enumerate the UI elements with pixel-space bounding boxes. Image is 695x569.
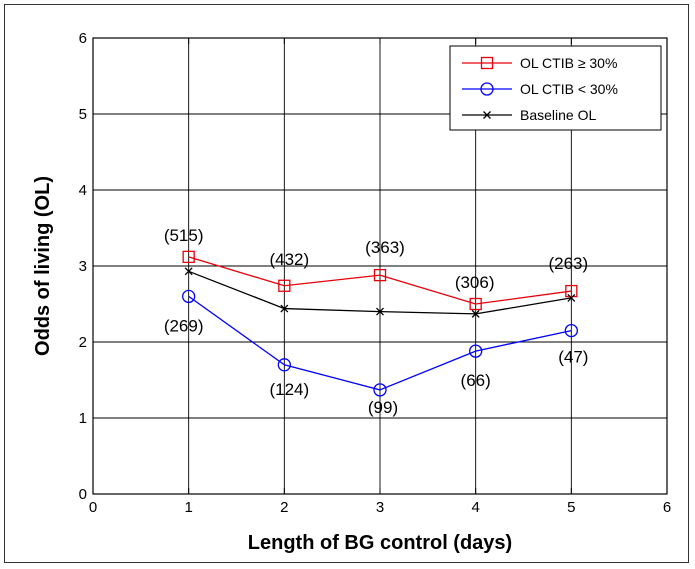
x-tick-label: 2	[280, 499, 288, 516]
data-point-marker	[376, 307, 384, 316]
axis-ticks: 0 1 2 3 4 5 6 0 1 2 3 4 5 6	[79, 30, 672, 516]
data-labels: (515) (269) (432) (124) (363) (99) (306) (66) (2…	[164, 226, 589, 417]
legend-label: Baseline OL	[520, 107, 596, 123]
data-point-marker	[469, 344, 483, 358]
x-tick-label: 1	[184, 499, 192, 516]
data-label: (263)	[548, 254, 588, 273]
data-point-marker	[182, 289, 196, 304]
data-point-marker	[564, 323, 578, 338]
data-label: (269)	[164, 316, 204, 335]
y-tick-label: 6	[79, 30, 87, 47]
data-label: (306)	[455, 273, 495, 292]
data-label: (47)	[558, 348, 588, 367]
data-point-marker	[184, 267, 193, 276]
legend-marker	[480, 56, 494, 70]
legend-item: OL CTIB < 30%	[462, 81, 618, 97]
data-label: (99)	[368, 398, 398, 417]
data-label: (363)	[365, 238, 405, 257]
legend-item: OL CTIB ≥ 30%	[462, 55, 617, 71]
x-tick-label: 6	[663, 499, 671, 516]
y-axis-title: Odds of living (OL)	[32, 176, 54, 356]
data-point-marker	[567, 293, 576, 302]
y-tick-label: 4	[79, 182, 87, 199]
data-point-marker	[278, 279, 291, 292]
data-point-marker	[565, 284, 578, 298]
legend-label: OL CTIB ≥ 30%	[520, 55, 617, 71]
grid-lines	[93, 38, 667, 494]
data-point-marker	[373, 268, 387, 282]
series-square	[182, 250, 578, 311]
data-point-marker	[182, 250, 195, 264]
x-axis-title: Length of BG control (days)	[248, 532, 512, 554]
data-label: (432)	[269, 250, 309, 269]
series-layer	[182, 250, 578, 397]
data-point-marker	[471, 309, 480, 318]
legend-label: OL CTIB < 30%	[520, 81, 618, 97]
x-tick-label: 4	[471, 499, 479, 516]
y-tick-label: 5	[79, 106, 87, 123]
legend: OL CTIB ≥ 30% OL CTIB < 30% Baseline OL	[449, 45, 662, 131]
y-tick-label: 3	[79, 258, 87, 275]
series-x	[184, 267, 576, 318]
y-tick-label: 0	[79, 486, 87, 503]
data-point-marker	[280, 304, 289, 313]
series-circle	[182, 289, 578, 397]
legend-marker	[480, 82, 494, 96]
data-label: (66)	[461, 371, 491, 390]
data-point-marker	[469, 297, 482, 311]
x-tick-label: 5	[567, 499, 575, 516]
legend-marker	[483, 111, 491, 119]
legend-item: Baseline OL	[462, 107, 596, 123]
series-line	[188, 295, 572, 391]
y-tick-label: 2	[79, 334, 87, 351]
data-point-marker	[277, 358, 291, 372]
data-label: (515)	[164, 226, 204, 245]
data-label: (124)	[269, 380, 309, 399]
series-line	[188, 256, 572, 305]
x-tick-label: 3	[376, 499, 384, 516]
x-tick-label: 0	[89, 499, 97, 516]
data-point-marker	[373, 383, 387, 397]
y-tick-label: 1	[79, 410, 87, 427]
